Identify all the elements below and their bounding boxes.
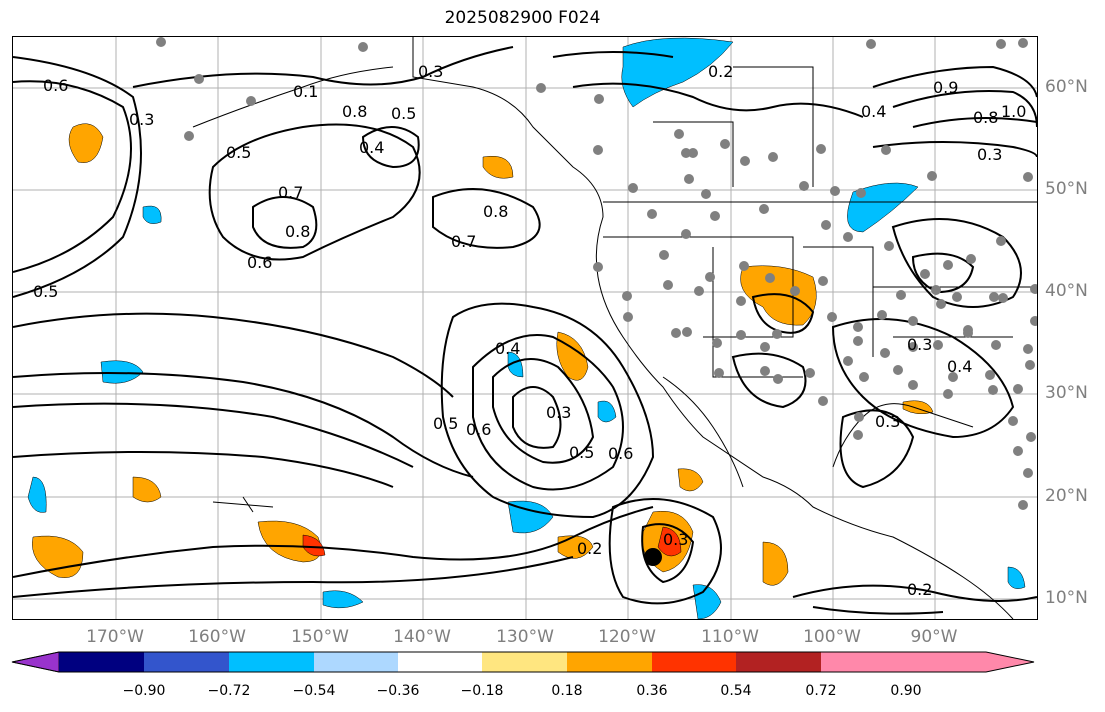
contour-lines (13, 46, 1037, 615)
contour-label: 0.5 (226, 143, 251, 162)
contour-label: 0.3 (907, 335, 932, 354)
colorbar-outline (11, 651, 1035, 673)
lon-label: 90°W (910, 627, 958, 647)
contour-label: 0.5 (433, 414, 458, 433)
colorbar-segment (314, 652, 398, 672)
contour-label: 0.4 (947, 357, 972, 376)
lon-label: 150°W (291, 627, 349, 647)
contour-label: 0.9 (933, 78, 958, 97)
contour-label: 0.6 (43, 76, 68, 95)
contour-label: 0.5 (569, 443, 594, 462)
colorbar-segment (652, 652, 736, 672)
contour-label: 0.7 (278, 183, 303, 202)
contour-label: 0.3 (418, 62, 443, 81)
contour-label: 0.2 (708, 62, 733, 81)
colorbar-tick-label: −0.90 (122, 683, 166, 699)
lon-label: 100°W (803, 627, 861, 647)
contour-label: 0.4 (861, 102, 886, 121)
contour-label: 0.5 (33, 282, 58, 301)
lat-label: 50°N (1045, 179, 1088, 199)
contour-label: 0.8 (973, 108, 998, 127)
lon-label: 110°W (701, 627, 759, 647)
colorbar-tick-label: 0.90 (890, 683, 922, 699)
contour-label: 0.8 (342, 102, 367, 121)
colorbar-segment (906, 652, 1034, 672)
lon-label: 120°W (598, 627, 656, 647)
colorbar-tick-label: 0.36 (636, 683, 668, 699)
contour-label: 0.6 (608, 444, 633, 463)
contour-label: 0.6 (466, 420, 491, 439)
colorbar-segment (482, 652, 567, 672)
map-canvas: 0.6 0.3 0.5 0.4 0.8 0.7 0.8 0.6 0.5 0.4 … (13, 37, 1037, 619)
lat-label: 20°N (1045, 486, 1088, 506)
colorbar-tick-label: −0.72 (207, 683, 251, 699)
contour-label: 0.2 (577, 539, 602, 558)
colorbar-segment (821, 652, 906, 672)
contour-label: 0.3 (663, 530, 688, 549)
contour-label: 0.4 (359, 138, 384, 157)
lon-label: 160°W (188, 627, 246, 647)
coastlines (192, 37, 1037, 619)
contour-label: 0.3 (546, 403, 571, 422)
contour-label: 0.8 (285, 222, 310, 241)
colorbar-segment (736, 652, 821, 672)
contour-label: 0.6 (247, 253, 272, 272)
lat-label: 40°N (1045, 281, 1088, 301)
contour-label-group: 0.6 0.3 0.5 0.4 0.8 0.7 0.8 0.6 0.5 0.4 … (33, 62, 1026, 599)
colorbar-segment (11, 651, 60, 673)
colorbar-segment (398, 652, 482, 672)
lat-label: 10°N (1045, 588, 1088, 608)
colorbar-tick-label: 0.54 (720, 683, 752, 699)
contour-label: 0.3 (875, 412, 900, 431)
lat-label: 60°N (1045, 77, 1088, 97)
shaded-anomalies (27, 37, 1026, 619)
lon-label: 130°W (496, 627, 554, 647)
contour-label: 0.3 (977, 145, 1002, 164)
station-dots (156, 37, 1037, 510)
colorbar-segment (229, 652, 314, 672)
contour-label: 0.8 (483, 202, 508, 221)
colorbar-tick-label: −0.18 (460, 683, 504, 699)
contour-label: 0.3 (129, 110, 154, 129)
contour-label: 0.2 (907, 580, 932, 599)
colorbar-segment (144, 652, 229, 672)
contour-label: 0.5 (391, 104, 416, 123)
colorbar-tick-label: 0.18 (551, 683, 583, 699)
lat-label: 30°N (1045, 383, 1088, 403)
contour-label: 0.7 (451, 232, 476, 251)
graticule (13, 37, 1037, 619)
contour-label: 1.0 (1001, 102, 1026, 121)
map-panel: 0.6 0.3 0.5 0.4 0.8 0.7 0.8 0.6 0.5 0.4 … (12, 36, 1038, 620)
colorbar-segment (59, 652, 144, 672)
colorbar-tick-label: 0.72 (805, 683, 837, 699)
colorbar-tick-label: −0.54 (292, 683, 336, 699)
contour-label: 0.4 (495, 339, 520, 358)
lon-label: 140°W (393, 627, 451, 647)
low-center-marker (644, 548, 662, 566)
map-title: 2025082900 F024 (444, 8, 601, 28)
contour-label: 0.1 (293, 82, 318, 101)
colorbar-segment (567, 652, 652, 672)
lon-label: 170°W (86, 627, 144, 647)
colorbar-tick-label: −0.36 (376, 683, 420, 699)
